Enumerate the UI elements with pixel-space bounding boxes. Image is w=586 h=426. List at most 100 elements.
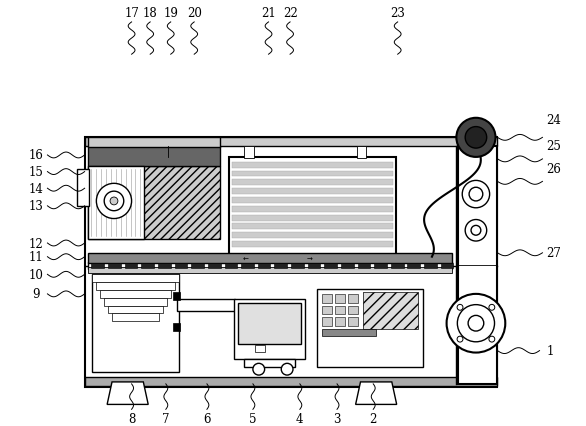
Bar <box>274 263 287 269</box>
Bar <box>84 138 498 387</box>
Bar <box>125 263 138 269</box>
Text: 24: 24 <box>546 114 561 127</box>
Text: 13: 13 <box>28 200 43 213</box>
Circle shape <box>471 226 481 236</box>
Bar <box>87 166 144 239</box>
Bar <box>173 292 180 300</box>
Text: 4: 4 <box>296 412 304 425</box>
Bar <box>87 147 220 166</box>
Circle shape <box>457 305 495 342</box>
Circle shape <box>281 363 293 375</box>
Bar <box>291 263 304 269</box>
Text: 16: 16 <box>28 149 43 162</box>
Circle shape <box>465 220 487 242</box>
Text: →: → <box>306 256 312 262</box>
Text: 10: 10 <box>28 268 43 281</box>
Polygon shape <box>107 382 148 404</box>
Bar <box>232 198 393 203</box>
Bar <box>175 263 188 269</box>
Bar <box>104 298 167 306</box>
Bar <box>93 275 179 372</box>
Bar <box>87 166 220 239</box>
Bar <box>91 263 104 269</box>
Circle shape <box>104 192 124 211</box>
Circle shape <box>253 363 265 375</box>
Bar <box>441 263 454 269</box>
Bar <box>407 263 420 269</box>
Text: 19: 19 <box>163 7 178 20</box>
Bar <box>87 138 220 148</box>
Bar <box>458 147 498 384</box>
Text: 25: 25 <box>546 139 561 153</box>
Bar <box>232 233 393 239</box>
Bar <box>322 306 332 315</box>
Bar <box>244 360 295 367</box>
Bar <box>347 318 357 326</box>
Bar <box>93 275 179 282</box>
Circle shape <box>96 184 132 219</box>
Polygon shape <box>356 382 397 404</box>
Circle shape <box>468 316 484 331</box>
Circle shape <box>462 181 490 208</box>
Bar <box>335 318 345 326</box>
Bar <box>318 289 423 367</box>
Circle shape <box>457 337 463 342</box>
Text: 22: 22 <box>282 7 298 20</box>
Bar <box>176 299 236 311</box>
Text: 3: 3 <box>333 412 341 425</box>
Bar <box>108 306 163 314</box>
Bar <box>229 158 396 255</box>
Text: 21: 21 <box>261 7 276 20</box>
Bar <box>258 263 271 269</box>
Bar <box>241 263 254 269</box>
Text: 17: 17 <box>124 7 139 20</box>
Bar <box>232 242 393 248</box>
Text: ←: ← <box>243 256 249 262</box>
Bar <box>374 263 387 269</box>
Text: 8: 8 <box>128 412 135 425</box>
Bar <box>391 263 404 269</box>
Bar <box>77 169 88 206</box>
Bar <box>357 263 370 269</box>
Bar <box>357 147 366 158</box>
Text: 2: 2 <box>370 412 377 425</box>
Circle shape <box>489 337 495 342</box>
Bar <box>232 162 393 168</box>
Circle shape <box>489 305 495 311</box>
Circle shape <box>465 127 487 149</box>
Text: 18: 18 <box>143 7 158 20</box>
Bar <box>84 377 498 386</box>
Bar <box>87 253 452 263</box>
Bar <box>255 345 265 352</box>
Bar <box>87 268 452 273</box>
Bar <box>232 171 393 177</box>
Bar <box>112 314 159 322</box>
Text: 6: 6 <box>203 412 210 425</box>
Bar <box>191 263 204 269</box>
Text: 26: 26 <box>546 163 561 176</box>
Bar <box>335 306 345 315</box>
Bar <box>322 329 376 336</box>
Bar <box>308 263 321 269</box>
Bar <box>232 189 393 195</box>
Bar <box>232 180 393 186</box>
Circle shape <box>456 118 496 158</box>
Bar <box>96 282 175 290</box>
Bar <box>141 263 154 269</box>
Text: 23: 23 <box>390 7 405 20</box>
Circle shape <box>469 188 483 201</box>
Bar <box>341 263 354 269</box>
Text: 1: 1 <box>547 344 554 357</box>
Text: 5: 5 <box>249 412 257 425</box>
Bar <box>232 206 393 212</box>
Text: 7: 7 <box>162 412 169 425</box>
Text: 9: 9 <box>32 288 39 301</box>
Bar <box>239 303 301 344</box>
Bar <box>424 263 437 269</box>
Text: 27: 27 <box>546 247 561 260</box>
Bar <box>84 138 498 147</box>
Bar <box>232 215 393 221</box>
Bar <box>158 263 171 269</box>
Bar <box>173 323 180 331</box>
Bar <box>208 263 220 269</box>
